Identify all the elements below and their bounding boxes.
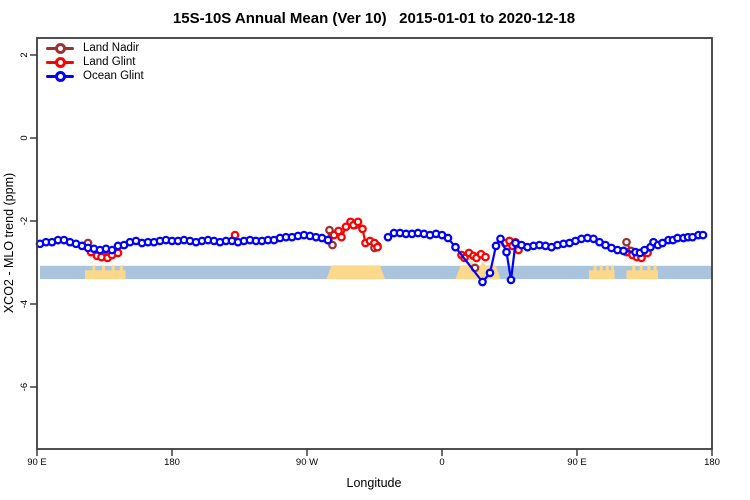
data-point-marker — [353, 217, 363, 227]
data-point-marker — [485, 268, 495, 278]
data-point-marker — [496, 234, 505, 244]
data-point-marker — [383, 232, 393, 242]
y-tick-label: 2 — [19, 52, 30, 57]
legend-item-land-glint: Land Glint — [46, 55, 144, 69]
data-point-marker — [341, 222, 351, 232]
axes: 2 0 -2 -4 -6 90 E 180 90 W 0 90 E 180 — [19, 52, 720, 468]
legend-label: Land Glint — [83, 56, 136, 68]
data-point-marker — [506, 275, 516, 285]
land-patch — [626, 265, 658, 280]
legend: Land Nadir Land Glint Ocean Glint — [46, 41, 144, 83]
data-point-marker — [451, 242, 460, 252]
data-point-marker — [323, 235, 333, 245]
ocean-glint-marker-icon — [46, 69, 74, 83]
land-nadir-marker-icon — [46, 41, 74, 55]
land-patch — [326, 265, 385, 280]
land-patches — [85, 261, 658, 280]
chart-title: 15S-10S Annual Mean (Ver 10) 2015-01-01 … — [173, 10, 575, 27]
y-tick-label: -2 — [19, 217, 30, 225]
data-point-marker — [107, 245, 117, 255]
x-axis-title: Longitude — [347, 476, 402, 490]
legend-label: Ocean Glint — [83, 70, 144, 82]
x-tick-label: 180 — [704, 457, 720, 468]
data-point-marker — [373, 242, 382, 252]
data-point-marker — [478, 277, 487, 287]
legend-item-ocean-glint: Ocean Glint — [46, 69, 144, 83]
y-axis-title: XCO2 - MLO trend (ppm) — [2, 173, 16, 313]
data-point-marker — [491, 241, 501, 251]
data-point-marker — [358, 224, 367, 234]
data-point-marker — [328, 240, 337, 250]
data-point-marker — [502, 247, 511, 257]
x-tick-label: 0 — [439, 457, 444, 468]
series-ocean-glint — [35, 228, 708, 287]
data-point-marker — [325, 225, 334, 235]
data-point-marker — [481, 252, 490, 262]
data-point-marker — [337, 232, 346, 242]
plot-border — [36, 37, 713, 450]
legend-label: Land Nadir — [83, 42, 140, 54]
data-series — [35, 217, 708, 287]
y-tick-label: -4 — [19, 300, 30, 308]
y-tick-label: 0 — [19, 135, 30, 140]
data-point-marker — [443, 233, 453, 243]
x-tick-label: 180 — [164, 457, 180, 468]
x-tick-label: 90 W — [296, 457, 318, 468]
data-point-marker — [619, 246, 628, 256]
data-point-marker — [698, 230, 708, 240]
legend-item-land-nadir: Land Nadir — [46, 41, 144, 55]
x-tick-label: 90 E — [567, 457, 587, 468]
land-patch — [85, 265, 126, 280]
land-patch — [589, 265, 615, 280]
data-point-marker — [622, 237, 631, 247]
x-tick-label: 90 E — [27, 457, 47, 468]
land-glint-marker-icon — [46, 55, 74, 69]
y-tick-label: -6 — [19, 383, 30, 391]
